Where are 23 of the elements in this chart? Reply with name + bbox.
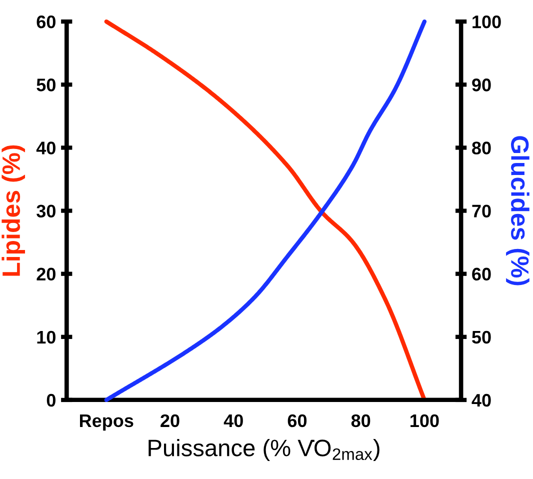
y2-tick-label: 90 bbox=[472, 78, 491, 92]
y-tick-label: 30 bbox=[36, 204, 56, 218]
y-tick-label: 60 bbox=[36, 15, 56, 28]
x-tick-label: 20 bbox=[160, 414, 180, 428]
y2-axis-title: Glucides (%) bbox=[506, 136, 530, 286]
y2-tick-label: 80 bbox=[472, 142, 491, 154]
y-tick-label: 40 bbox=[36, 142, 56, 154]
x-tick-label: 80 bbox=[351, 414, 370, 428]
y2-tick-label: 100 bbox=[472, 15, 501, 28]
y2-tick-label: 50 bbox=[472, 330, 491, 344]
x-tick-label: 40 bbox=[224, 414, 243, 428]
x-tick-label: Repos bbox=[80, 414, 134, 431]
x-tick-label: 100 bbox=[410, 414, 439, 428]
y-tick-label: 20 bbox=[36, 268, 56, 281]
x-axis-title: Puissance (% V̇O$_{2max}$) bbox=[148, 439, 380, 462]
y-tick-label: 50 bbox=[36, 78, 56, 92]
y2-tick-label: 70 bbox=[472, 204, 491, 218]
y2-tick-label: 40 bbox=[472, 394, 491, 407]
y2-tick-label: 60 bbox=[472, 268, 491, 281]
y-tick-label: 0 bbox=[46, 394, 56, 407]
x-tick-label: 60 bbox=[288, 414, 307, 428]
y-tick-label: 10 bbox=[37, 330, 56, 344]
y-axis-title: Lipides (%) bbox=[2, 145, 26, 276]
